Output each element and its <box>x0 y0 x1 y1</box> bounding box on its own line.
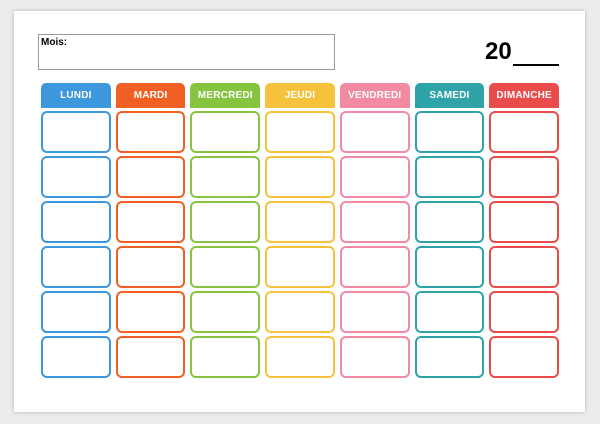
day-cell[interactable] <box>339 336 410 378</box>
day-header-mercredi: MERCREDI <box>190 83 261 108</box>
day-cell[interactable] <box>265 111 335 153</box>
day-cell[interactable] <box>265 291 335 333</box>
day-cell[interactable] <box>115 201 186 243</box>
day-cell[interactable] <box>414 246 485 288</box>
day-cell[interactable] <box>489 336 560 378</box>
day-cell[interactable] <box>190 156 261 198</box>
day-cell[interactable] <box>339 201 410 243</box>
year-prefix: 20 <box>485 38 512 65</box>
day-cell[interactable] <box>489 111 560 153</box>
calendar-grid: LUNDI MARDI MERCREDI JEUDI VENDREDI SAMEDI DIM… <box>41 83 560 381</box>
day-cell[interactable] <box>115 156 186 198</box>
day-cell[interactable] <box>414 111 485 153</box>
day-cell[interactable] <box>115 246 186 288</box>
calendar-sheet: Mois: 20 LUNDI MARDI MERCREDI JEUDI VENDREDI… <box>14 11 585 412</box>
day-cell[interactable] <box>41 246 111 288</box>
day-cell[interactable] <box>115 291 186 333</box>
day-header-lundi: LUNDI <box>41 83 111 108</box>
weeks-container <box>41 111 560 378</box>
day-cell[interactable] <box>339 111 410 153</box>
day-cell[interactable] <box>489 291 560 333</box>
day-cell[interactable] <box>339 291 410 333</box>
day-cell[interactable] <box>489 246 560 288</box>
day-cell[interactable] <box>41 201 111 243</box>
day-header-samedi: SAMEDI <box>414 83 485 108</box>
day-cell[interactable] <box>190 336 261 378</box>
week-row <box>41 201 560 243</box>
day-cell[interactable] <box>41 291 111 333</box>
day-cell[interactable] <box>414 336 485 378</box>
day-cell[interactable] <box>339 156 410 198</box>
day-cell[interactable] <box>41 336 111 378</box>
week-row <box>41 291 560 333</box>
day-header-mardi: MARDI <box>115 83 186 108</box>
day-cell[interactable] <box>190 201 261 243</box>
day-cell[interactable] <box>489 156 560 198</box>
day-cell[interactable] <box>339 246 410 288</box>
weekday-header-row: LUNDI MARDI MERCREDI JEUDI VENDREDI SAMEDI DIM… <box>41 83 560 108</box>
day-cell[interactable] <box>265 336 335 378</box>
day-cell[interactable] <box>190 291 261 333</box>
day-cell[interactable] <box>115 336 186 378</box>
week-row <box>41 111 560 153</box>
day-cell[interactable] <box>265 246 335 288</box>
day-header-jeudi: JEUDI <box>265 83 335 108</box>
day-cell[interactable] <box>414 156 485 198</box>
day-cell[interactable] <box>41 156 111 198</box>
week-row <box>41 246 560 288</box>
day-cell[interactable] <box>190 111 261 153</box>
day-header-dimanche: DIMANCHE <box>489 83 560 108</box>
day-cell[interactable] <box>190 246 261 288</box>
day-cell[interactable] <box>115 111 186 153</box>
day-cell[interactable] <box>414 201 485 243</box>
week-row <box>41 336 560 378</box>
day-cell[interactable] <box>489 201 560 243</box>
month-field[interactable]: Mois: <box>38 34 335 70</box>
day-cell[interactable] <box>414 291 485 333</box>
year-blank-line[interactable] <box>513 64 559 66</box>
day-header-vendredi: VENDREDI <box>339 83 410 108</box>
month-label: Mois: <box>41 37 68 48</box>
day-cell[interactable] <box>265 201 335 243</box>
day-cell[interactable] <box>41 111 111 153</box>
week-row <box>41 156 560 198</box>
day-cell[interactable] <box>265 156 335 198</box>
